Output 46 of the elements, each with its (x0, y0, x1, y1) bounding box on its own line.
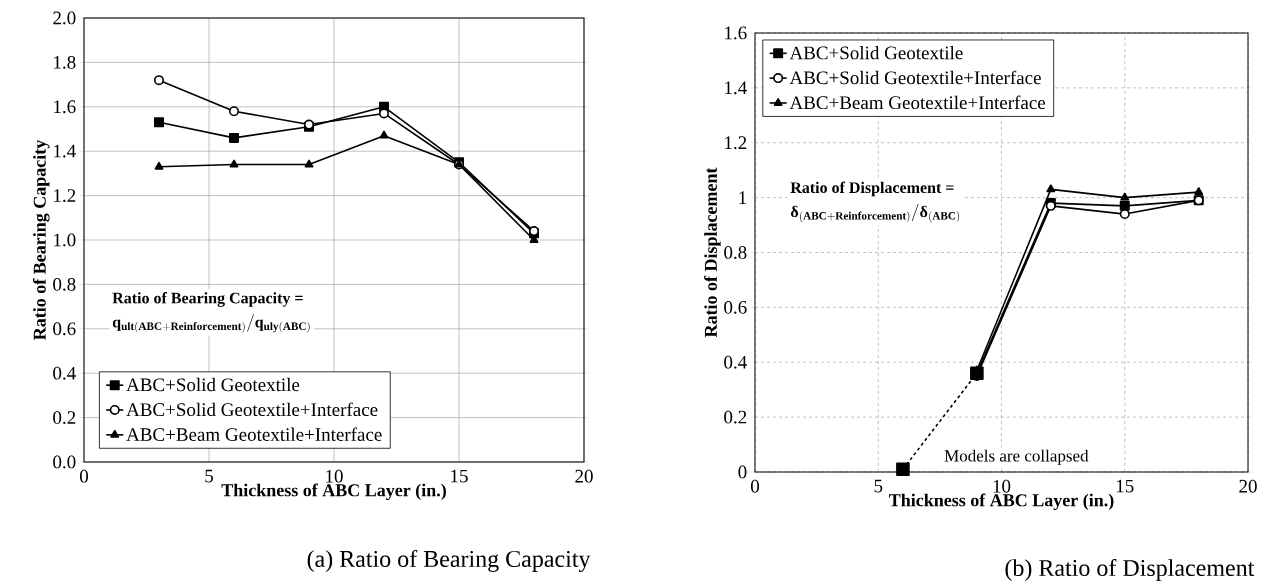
y-tick-label: 1.2 (725, 136, 747, 150)
legend-label: ABC+Solid Geotextile+Interface (126, 402, 378, 417)
legend-label: ABC+Beam Geotextile+Interface (789, 95, 1046, 110)
annotation: Ratio of Bearing Capacity = (112, 292, 303, 307)
x-tick-label: 20 (1239, 479, 1257, 493)
annotation: $\mathbf{\delta_{(ABC+Reinforcement)}/\delta_{(ABC)}}$ (790, 203, 960, 223)
y-tick-label: 0.4 (724, 355, 747, 369)
x-tick-label: 10 (326, 469, 343, 483)
x-tick-label: 15 (1116, 479, 1134, 493)
y-tick-label: 0.6 (724, 300, 747, 314)
y-tick-label: 1.6 (54, 100, 76, 114)
x-axis-title: Thickness of ABC Layer (in.) (889, 493, 1114, 511)
y-axis-title: Ratio of Bearing Capacity (32, 139, 50, 340)
text: (b) Ratio of Displacement (1005, 558, 1255, 581)
annotation: Models are collapsed (944, 449, 1089, 466)
y-axis-title: Ratio of Displacement (704, 167, 721, 338)
x-tick-label: 10 (993, 479, 1011, 493)
y-tick-label: 2.0 (53, 11, 76, 25)
x-tick-label: 5 (874, 479, 883, 493)
y-tick-label: 0.8 (724, 246, 747, 259)
legend-label: ABC+Solid Geotextile (126, 377, 300, 392)
y-tick-label: 0.4 (53, 366, 76, 380)
x-tick-label: 0 (79, 469, 89, 483)
x-tick-label: 5 (205, 469, 213, 483)
x-tick-label: 15 (451, 469, 468, 483)
x-axis-title: Thickness of ABC Layer (in.) (221, 483, 446, 501)
x-tick-label: 20 (575, 469, 593, 483)
y-tick-label: 0.6 (53, 322, 76, 336)
legend-label: ABC+Solid Geotextile (789, 45, 963, 60)
text: (a) Ratio of Bearing Capacity (307, 549, 591, 572)
y-tick-label: 1.6 (725, 26, 747, 40)
y-tick-label: 1.2 (54, 189, 76, 203)
y-tick-label: 0.2 (724, 410, 747, 424)
annotation: Ratio of Displacement = (790, 181, 954, 197)
y-tick-label: 0.0 (53, 455, 76, 469)
y-tick-label: 1.8 (54, 55, 76, 69)
y-tick-label: 1.0 (54, 233, 76, 247)
y-tick-label: 1.4 (725, 81, 747, 95)
y-tick-label: 1 (739, 191, 747, 204)
y-tick-label: 0.8 (53, 277, 76, 291)
annotation: $\mathbf{q_{ult(ABC+Reinforcement)}/q_{uly(ABC)}}$ (112, 314, 310, 333)
legend-label: ABC+Beam Geotextile+Interface (126, 427, 382, 441)
y-tick-label: 0.2 (53, 411, 76, 425)
legend-label: ABC+Solid Geotextile+Interface (789, 70, 1041, 85)
x-tick-label: 0 (750, 479, 760, 493)
y-tick-label: 1.4 (54, 144, 76, 158)
